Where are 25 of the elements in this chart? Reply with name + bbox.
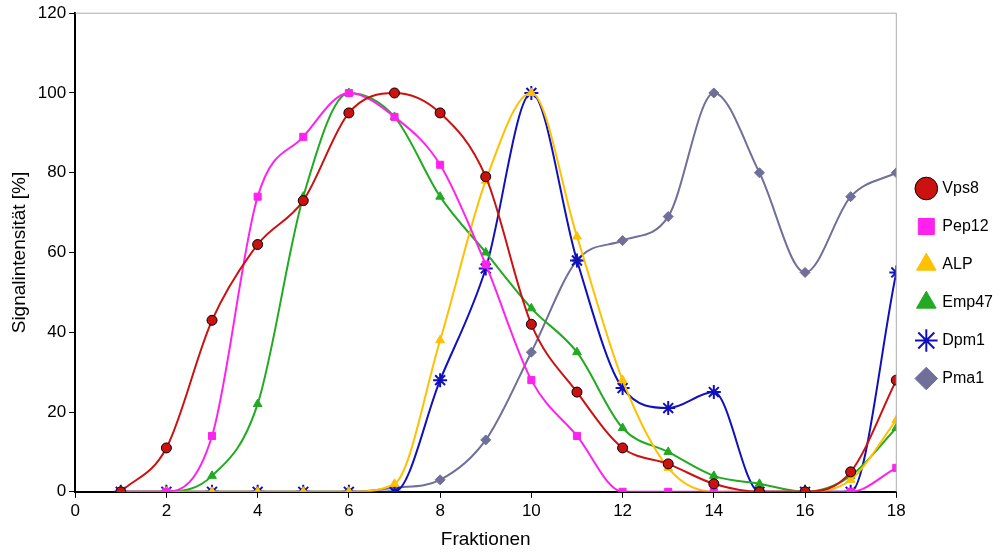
y-tick-label: 60	[47, 242, 67, 262]
y-tick-label: 100	[37, 82, 67, 102]
x-tick-label: 4	[252, 500, 263, 520]
y-tick-label: 120	[37, 2, 67, 22]
x-tick-label: 0	[70, 500, 80, 520]
legend-label: Vps8	[942, 178, 979, 196]
x-tick-label: 12	[613, 500, 633, 520]
y-tick-label: 80	[47, 162, 67, 182]
x-tick-label: 2	[161, 500, 172, 520]
legend-label: Pma1	[942, 368, 985, 386]
legend-label: ALP	[942, 254, 973, 272]
legend-label: Dpm1	[942, 330, 986, 348]
x-tick-label: 14	[704, 500, 724, 520]
y-axis-title: Signalintensität [%]	[7, 171, 29, 334]
y-tick-label: 20	[47, 401, 67, 421]
x-tick-label: 16	[795, 500, 815, 520]
x-tick-label: 6	[344, 500, 354, 520]
x-axis-title: Fraktionen	[440, 527, 531, 549]
y-tick-label: 40	[47, 321, 67, 341]
y-tick-label: 0	[56, 481, 67, 501]
x-tick-label: 10	[521, 500, 541, 520]
x-tick-label: 8	[435, 500, 445, 520]
legend-label: Emp47	[942, 292, 994, 310]
x-tick-label: 18	[886, 500, 906, 520]
legend-label: Pep12	[942, 216, 989, 234]
